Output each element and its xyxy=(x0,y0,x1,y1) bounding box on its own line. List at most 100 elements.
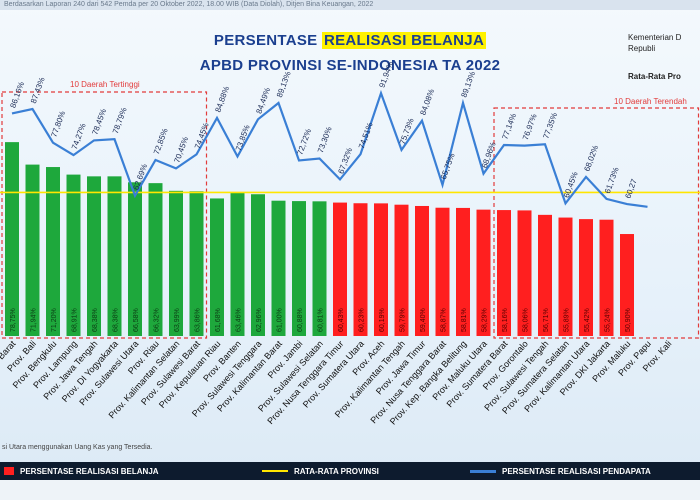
bar-belanja xyxy=(46,167,60,336)
legend-label-pendapatan: PERSENTASE REALISASI PENDAPATA xyxy=(502,466,651,476)
bar-value-label: 59,79% xyxy=(400,308,407,332)
chart-subtitle: APBD PROVINSI SE-INDONESIA TA 2022 xyxy=(199,57,501,74)
bar-belanja xyxy=(66,174,81,336)
bar-belanja xyxy=(189,191,204,336)
pendapatan-value-label: 73,30% xyxy=(316,126,334,155)
bar-value-label: 60,81% xyxy=(318,308,325,332)
bar-value-label: 61,00% xyxy=(277,308,284,332)
bar-value-label: 63,46% xyxy=(236,308,243,332)
bar-value-label: 66,58% xyxy=(133,308,140,332)
bar-belanja xyxy=(230,192,245,336)
bar-value-label: 68,91% xyxy=(72,308,79,332)
top10-annotation: 10 Daerah Tertinggi xyxy=(70,80,140,89)
bar-value-label: 55,89% xyxy=(564,308,571,332)
pendapatan-value-label: 67,32% xyxy=(336,146,354,175)
bar-belanja xyxy=(599,219,614,336)
bar-value-label: 60,19% xyxy=(379,308,386,332)
bar-value-label: 58,29% xyxy=(482,308,489,332)
pendapatan-value-label: 60,45% xyxy=(562,171,580,200)
bar-value-label: 63,86% xyxy=(195,308,202,332)
bottom10-annotation: 10 Daerah Terendah xyxy=(614,97,687,106)
pendapatan-value-label: 86,16% xyxy=(8,81,26,110)
legend-swatch-belanja xyxy=(4,467,14,475)
bar-value-label: 71,20% xyxy=(51,308,58,332)
bar-value-label: 55,42% xyxy=(584,308,591,332)
pendapatan-value-label: 60,27 xyxy=(623,177,638,199)
legend-label-belanja: PERSENTASE REALISASI BELANJA xyxy=(20,466,159,476)
bar-belanja xyxy=(251,194,265,336)
bar-belanja xyxy=(271,200,286,336)
ministry-line-2: Republi xyxy=(628,44,656,53)
bar-value-label: 59,40% xyxy=(420,308,427,332)
pendapatan-value-label: 84,88% xyxy=(213,85,231,114)
pendapatan-value-label: 68,96% xyxy=(480,141,498,170)
bar-belanja xyxy=(538,214,552,336)
bar-belanja xyxy=(210,198,224,336)
bar-belanja xyxy=(374,203,388,336)
ministry-line-1: Kementerian D xyxy=(628,33,682,42)
bar-belanja xyxy=(169,190,183,336)
bar-chart: 10 Daerah Tertinggi 10 Daerah Terendah 78,… xyxy=(0,60,700,427)
bar-belanja xyxy=(25,164,40,336)
chart-title: PERSENTASE REALISASI BELANJA xyxy=(0,32,700,49)
bar-belanja xyxy=(517,210,532,336)
bar-belanja xyxy=(579,219,593,336)
bar-value-label: 58,16% xyxy=(502,308,509,332)
pendapatan-value-label: 77,35% xyxy=(541,111,559,140)
bar-belanja xyxy=(333,202,347,336)
bar-belanja xyxy=(558,217,573,336)
legend-item-belanja: PERSENTASE REALISASI BELANJA xyxy=(4,462,159,480)
chart-title-highlight: REALISASI BELANJA xyxy=(321,32,487,49)
bar-value-label: 60,88% xyxy=(297,308,304,332)
pendapatan-value-label: 78,45% xyxy=(90,108,108,137)
bar-value-label: 50,90% xyxy=(625,308,632,332)
bar-belanja xyxy=(456,207,470,336)
bar-belanja xyxy=(128,182,142,336)
bar-value-label: 61,68% xyxy=(215,308,222,332)
pendapatan-value-label: 77,14% xyxy=(500,112,518,141)
pendapatan-value-label: 89,13% xyxy=(275,70,293,99)
bar-belanja xyxy=(497,210,511,336)
source-note: Berdasarkan Laporan 240 dari 542 Pemda p… xyxy=(0,0,700,10)
bar-value-label: 56,71% xyxy=(543,308,550,332)
pendapatan-value-label: 91,94% xyxy=(377,60,395,89)
rata-rata-label: Rata-Rata Pro xyxy=(628,72,681,81)
legend-item-rata: RATA-RATA PROVINSI xyxy=(262,462,379,480)
bar-value-label: 58,06% xyxy=(523,308,530,332)
bar-belanja xyxy=(435,207,450,336)
bar-value-label: 60,43% xyxy=(338,308,345,332)
bar-value-label: 58,81% xyxy=(461,308,468,332)
top10-dashed-box xyxy=(1,91,208,339)
pendapatan-value-label: 72,72% xyxy=(295,128,313,157)
pendapatan-line xyxy=(11,89,648,208)
bar-belanja xyxy=(87,176,101,336)
bar-belanja xyxy=(107,176,122,336)
bar-value-label: 68,38% xyxy=(113,308,120,332)
pendapatan-value-label: 87,43% xyxy=(29,76,47,105)
pendapatan-value-label: 73,85% xyxy=(234,124,252,153)
bar-value-label: 60,23% xyxy=(359,308,366,332)
pendapatan-value-label: 61,73% xyxy=(603,166,621,195)
bar-belanja xyxy=(353,203,368,336)
bar-belanja xyxy=(148,183,163,336)
pendapatan-value-label: 68,02% xyxy=(582,144,600,173)
pendapatan-value-label: 77,80% xyxy=(49,110,67,139)
bar-belanja xyxy=(394,204,409,336)
bar-belanja xyxy=(5,142,19,336)
footnote: si Utara menggunakan Uang Kas yang Terse… xyxy=(2,444,153,451)
bar-belanja xyxy=(415,205,429,336)
bar-value-label: 58,87% xyxy=(441,308,448,332)
pendapatan-value-label: 72,85% xyxy=(152,127,170,156)
bar-belanja xyxy=(312,201,327,336)
bar-value-label: 78,75% xyxy=(10,308,17,332)
pendapatan-value-label: 74,51% xyxy=(357,121,375,150)
chart-title-prefix: PERSENTASE xyxy=(213,32,322,49)
pendapatan-value-label: 84,08% xyxy=(418,88,436,117)
bar-value-label: 66,32% xyxy=(154,308,161,332)
pendapatan-value-label: 78,79% xyxy=(111,106,129,135)
bar-belanja xyxy=(476,209,491,336)
pendapatan-value-label: 65,75% xyxy=(439,152,457,181)
legend-swatch-pendapatan xyxy=(470,469,496,473)
bar-value-label: 62,96% xyxy=(256,308,263,332)
pendapatan-value-label: 76,97% xyxy=(521,113,539,142)
